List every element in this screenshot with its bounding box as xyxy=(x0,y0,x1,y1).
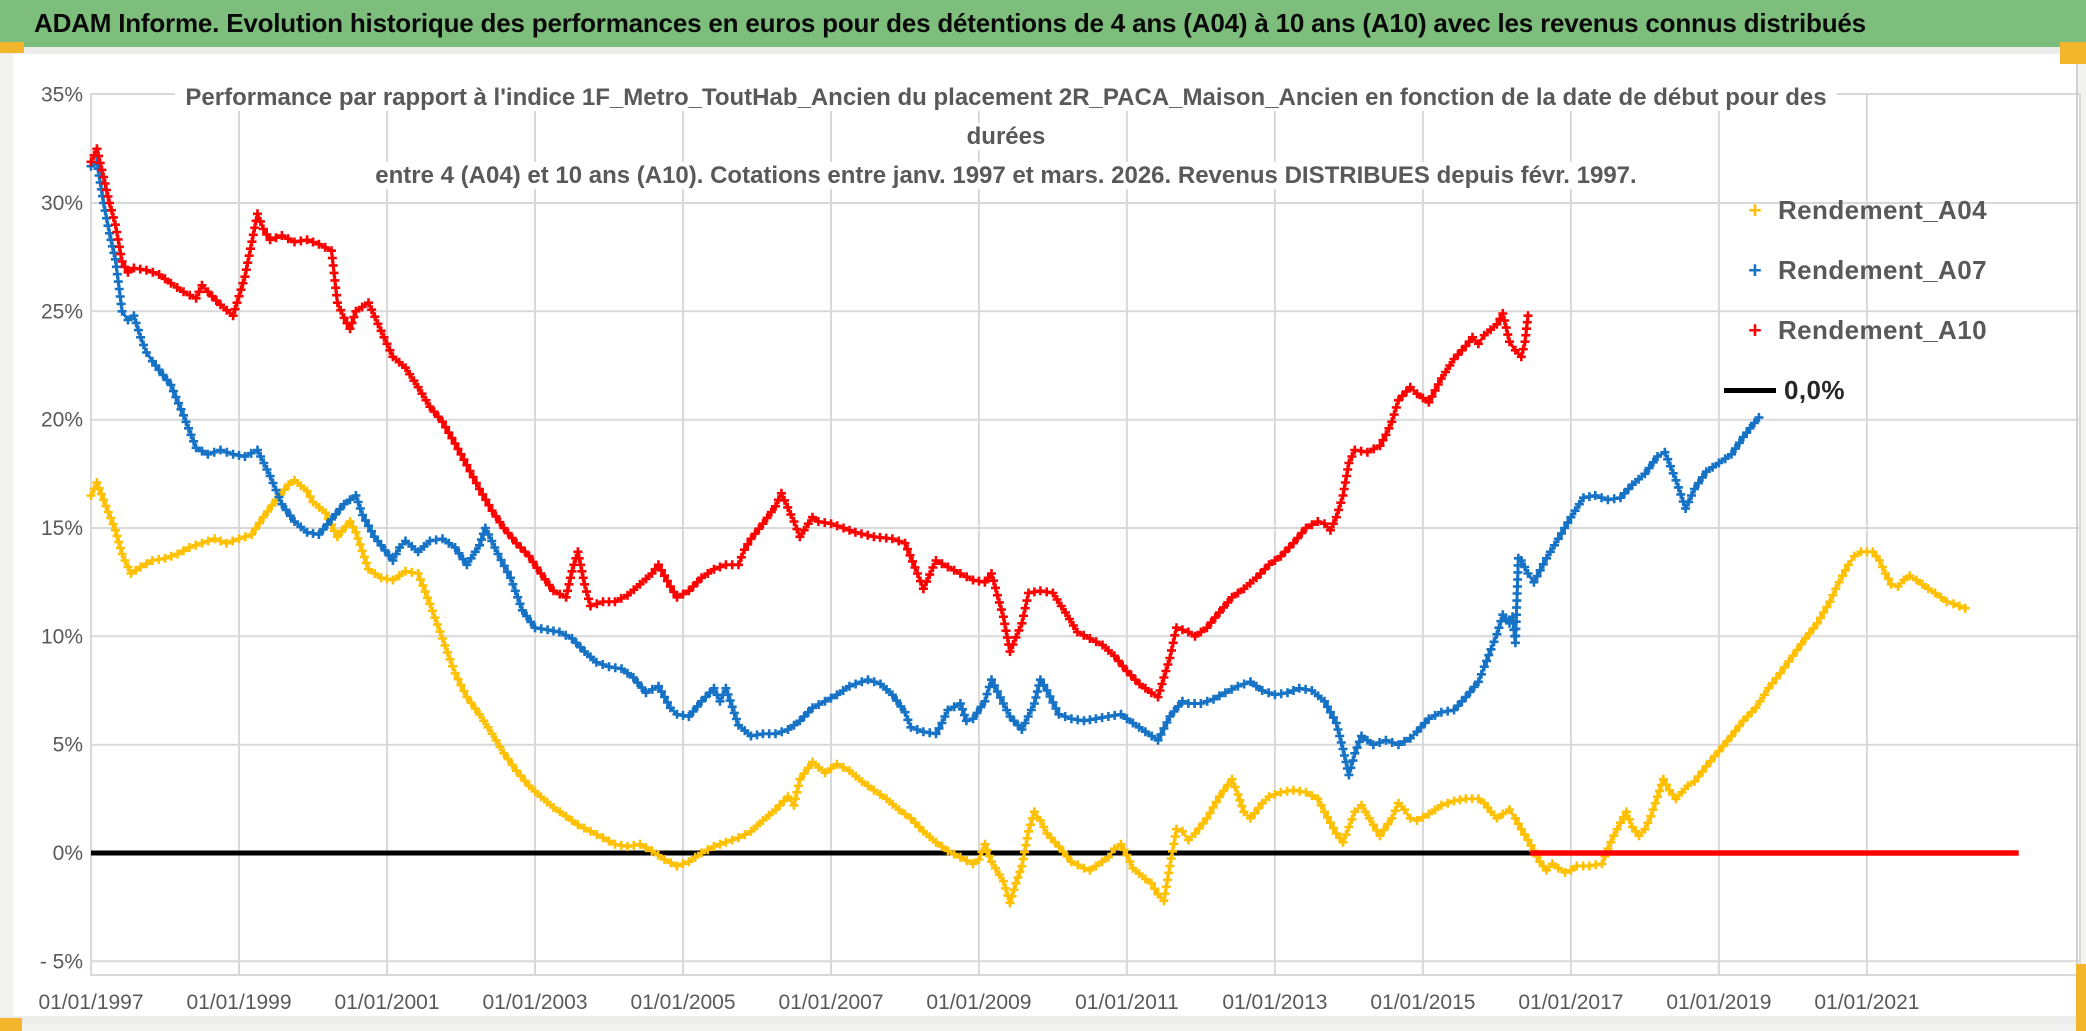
x-tick-label: 01/01/2001 xyxy=(334,991,439,1014)
y-tick-label: 25% xyxy=(41,300,83,323)
plus-marker-icon: + xyxy=(1748,316,1762,343)
series-markers-Rendement_A04 xyxy=(86,475,1970,908)
x-tick-label: 01/01/2003 xyxy=(482,991,587,1014)
x-tick-label: 01/01/2019 xyxy=(1666,991,1771,1014)
window-title-bar: ADAM Informe. Evolution historique des p… xyxy=(0,0,2086,47)
legend-item-zero-line[interactable]: 0,0% xyxy=(1724,360,2062,420)
legend-label: Rendement_A04 xyxy=(1778,194,1987,225)
y-tick-label: 35% xyxy=(41,84,83,107)
plus-marker-icon: + xyxy=(1748,256,1762,283)
y-tick-label: 30% xyxy=(41,192,83,215)
y-tick-label: 15% xyxy=(41,517,83,540)
x-tick-label: 01/01/1999 xyxy=(186,991,291,1014)
header-divider-strip xyxy=(0,47,2086,54)
window-right-border xyxy=(2076,53,2078,964)
gold-accent-bottom-left xyxy=(0,1018,22,1031)
x-tick-label: 01/01/2011 xyxy=(1075,991,1179,1014)
x-tick-label: 01/01/2005 xyxy=(630,991,735,1014)
legend-item-rendement-a07[interactable]: + Rendement_A07 xyxy=(1732,240,2062,300)
x-tick-label: 01/01/2021 xyxy=(1814,991,1919,1014)
x-tick-label: 01/01/2009 xyxy=(926,991,1031,1014)
x-tick-label: 01/01/2015 xyxy=(1370,991,1475,1014)
plus-marker-icon: + xyxy=(1748,196,1762,223)
x-tick-label: 01/01/2007 xyxy=(778,991,883,1014)
window-title: ADAM Informe. Evolution historique des p… xyxy=(34,8,1866,38)
x-tick-label: 01/01/1997 xyxy=(38,991,143,1014)
y-tick-label: 0% xyxy=(53,842,83,865)
gold-accent-right-bottom xyxy=(2076,964,2086,1031)
legend-label: Rendement_A10 xyxy=(1778,314,1987,345)
legend-item-rendement-a10[interactable]: + Rendement_A10 xyxy=(1732,300,2062,360)
x-tick-label: 01/01/2013 xyxy=(1222,991,1327,1014)
legend-label: Rendement_A07 xyxy=(1778,254,1987,285)
plot-area[interactable] xyxy=(90,93,2081,976)
legend-item-rendement-a04[interactable]: + Rendement_A04 xyxy=(1732,180,2062,240)
gold-accent-top-right xyxy=(2060,42,2086,64)
gold-accent-top-left xyxy=(0,42,24,53)
zero-line-swatch-icon xyxy=(1724,387,1776,393)
y-tick-label: 10% xyxy=(41,625,83,648)
y-tick-label: - 5% xyxy=(40,950,83,973)
legend-label: 0,0% xyxy=(1784,374,1845,405)
x-tick-label: 01/01/2017 xyxy=(1518,991,1623,1014)
series-markers-Rendement_A10 xyxy=(86,144,1533,702)
y-tick-label: 20% xyxy=(41,409,83,432)
y-tick-label: 5% xyxy=(53,734,83,757)
chart-legend: + Rendement_A04 + Rendement_A07 + Rendem… xyxy=(1724,180,2062,420)
footer-strip xyxy=(0,1016,2086,1024)
